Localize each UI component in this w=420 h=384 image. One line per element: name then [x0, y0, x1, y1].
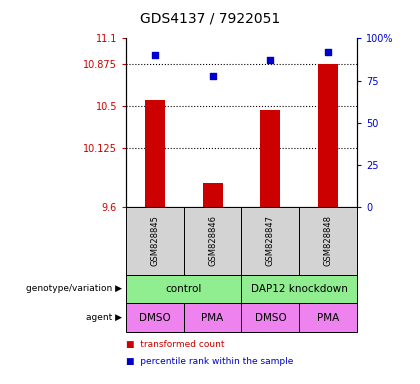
Text: ■  percentile rank within the sample: ■ percentile rank within the sample [126, 357, 294, 366]
Text: GSM828847: GSM828847 [266, 215, 275, 266]
Text: PMA: PMA [202, 313, 224, 323]
Bar [202, 182, 223, 207]
Text: GDS4137 / 7922051: GDS4137 / 7922051 [140, 12, 280, 25]
Bar [318, 64, 338, 207]
Bar [145, 100, 165, 207]
Point [209, 73, 216, 79]
Text: DAP12 knockdown: DAP12 knockdown [251, 284, 348, 294]
Text: genotype/variation ▶: genotype/variation ▶ [26, 285, 122, 293]
Text: PMA: PMA [317, 313, 339, 323]
Text: GSM828846: GSM828846 [208, 215, 217, 266]
Text: GSM828845: GSM828845 [150, 215, 159, 266]
Text: DMSO: DMSO [255, 313, 286, 323]
Text: control: control [165, 284, 202, 294]
Text: ■  transformed count: ■ transformed count [126, 340, 225, 349]
Bar [260, 111, 281, 207]
Point [152, 52, 158, 58]
Text: GSM828848: GSM828848 [324, 215, 333, 266]
Text: DMSO: DMSO [139, 313, 171, 323]
Point [325, 49, 331, 55]
Text: agent ▶: agent ▶ [86, 313, 122, 322]
Point [267, 57, 274, 63]
